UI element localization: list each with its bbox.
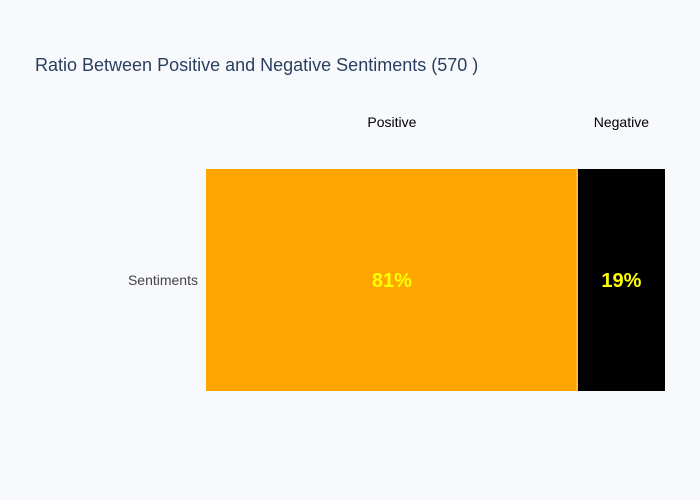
- bar-positive: [206, 169, 577, 391]
- series-name-positive: Positive: [367, 114, 416, 130]
- bar-negative: [577, 169, 665, 391]
- data-label-positive: 81%: [372, 270, 412, 292]
- series-name-negative: Negative: [594, 114, 649, 130]
- data-label-negative: 19%: [601, 270, 641, 292]
- category-label: Sentiments: [128, 272, 198, 288]
- bars-layer: [206, 169, 665, 391]
- chart-title: Ratio Between Positive and Negative Sent…: [35, 55, 478, 75]
- labels-layer: Sentiments 81% Positive 19% Negative: [128, 114, 649, 292]
